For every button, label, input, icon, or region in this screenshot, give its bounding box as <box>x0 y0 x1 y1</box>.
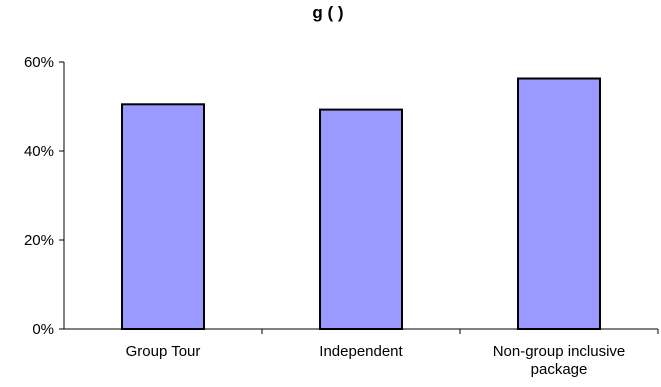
chart-title: g ( ) <box>312 3 343 22</box>
category-label: Group Tour <box>126 343 201 360</box>
bar-1 <box>121 103 205 330</box>
category-label: Independent <box>319 343 403 360</box>
bar-2 <box>319 108 403 330</box>
y-tick-label: 40% <box>24 143 54 160</box>
y-tick-label: 60% <box>24 54 54 71</box>
category-labels-group: Group Tour Independent Non-group inclusive… <box>126 343 626 378</box>
category-label: Non-group inclusive package <box>493 343 626 378</box>
y-tick-label: 20% <box>24 232 54 249</box>
bars-group <box>121 77 601 330</box>
bar-3 <box>517 77 601 330</box>
y-tick-label: 0% <box>32 321 54 338</box>
axes-group <box>63 62 659 334</box>
y-ticks-group: 0% 20% 40% 60% <box>24 54 64 338</box>
